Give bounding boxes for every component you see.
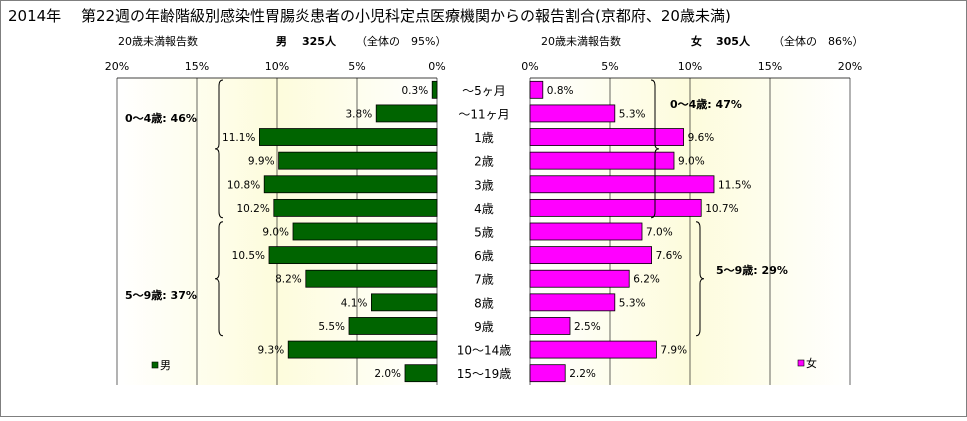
- male-tick-label: 10%: [265, 60, 289, 73]
- male-bar: [292, 222, 438, 241]
- female-value-label: 7.0%: [646, 227, 673, 239]
- male-tick-label: 0%: [428, 60, 445, 73]
- female-value-label: 5.3%: [619, 297, 646, 309]
- female-value-label: 0.8%: [547, 85, 574, 97]
- female-age-group-label: 0～4歳: 47%: [670, 97, 742, 111]
- female-bar: [529, 104, 616, 123]
- male-header-count: 325人: [302, 34, 337, 48]
- male-age-group-brace: [214, 221, 224, 337]
- male-value-label: 5.5%: [318, 321, 345, 333]
- male-legend-swatch: [151, 361, 159, 369]
- male-legend-label: 男: [160, 359, 171, 372]
- female-bar: [529, 80, 544, 99]
- female-bar: [529, 246, 652, 265]
- female-age-group-label: 5～9歳: 29%: [716, 263, 788, 277]
- male-tick-label: 20%: [105, 60, 129, 73]
- male-value-label: 8.2%: [275, 274, 302, 286]
- female-header-sex: 女: [691, 34, 702, 48]
- female-header-count-label: 20歳未満報告数: [541, 35, 621, 48]
- female-bar: [529, 269, 630, 288]
- male-bar: [287, 340, 438, 359]
- female-tick-label: 5%: [601, 60, 618, 73]
- age-category-label: 10～14歳: [457, 344, 512, 358]
- chart-title: 2014年 第22週の年齢階級別感染性胃腸炎患者の小児科定点医療機関からの報告割…: [8, 7, 731, 25]
- male-value-label: 11.1%: [222, 132, 255, 144]
- age-category-label: 3歳: [474, 178, 494, 192]
- female-tick-label: 15%: [758, 60, 782, 73]
- male-age-group-brace: [214, 79, 224, 219]
- female-tick-label: 10%: [678, 60, 702, 73]
- male-bar: [348, 317, 438, 335]
- male-bar: [258, 128, 438, 146]
- male-value-label: 10.8%: [227, 179, 260, 191]
- age-category-label: 5歳: [474, 226, 494, 240]
- male-header-sex: 男: [276, 35, 287, 48]
- female-bar: [529, 340, 657, 359]
- male-tick-label: 15%: [185, 60, 209, 73]
- female-value-label: 11.5%: [718, 179, 751, 191]
- age-category-label: 2歳: [474, 155, 494, 169]
- male-value-label: 9.0%: [262, 227, 289, 239]
- female-value-label: 7.9%: [660, 345, 687, 357]
- male-value-label: 10.2%: [236, 203, 269, 215]
- female-age-group-brace: [650, 79, 660, 219]
- male-bar: [431, 80, 438, 99]
- male-bar: [375, 104, 438, 123]
- age-category-label: ～11ヶ月: [458, 107, 509, 121]
- age-category-label: 8歳: [474, 296, 494, 310]
- male-age-group-label: 5～9歳: 37%: [125, 288, 197, 302]
- female-value-label: 9.0%: [678, 156, 705, 168]
- male-age-group-label: 0～4歳: 46%: [125, 111, 197, 125]
- male-bar: [273, 198, 438, 217]
- male-header-count-label: 20歳未満報告数: [118, 35, 198, 48]
- female-bar: [529, 317, 571, 335]
- female-value-label: 2.5%: [574, 321, 601, 333]
- female-header-count: 305人: [716, 34, 751, 48]
- female-value-label: 7.6%: [656, 250, 683, 262]
- male-bar: [278, 151, 438, 170]
- male-bar: [263, 175, 438, 194]
- female-value-label: 9.6%: [688, 132, 715, 144]
- male-bar: [305, 269, 438, 288]
- female-bar: [529, 222, 643, 241]
- age-category-label: 4歳: [474, 202, 494, 216]
- male-bar: [268, 246, 438, 265]
- age-category-label: 7歳: [474, 273, 494, 287]
- female-bar: [529, 175, 715, 194]
- female-legend-label: 女: [806, 356, 817, 370]
- age-category-label: 15～19歳: [457, 367, 512, 381]
- male-value-label: 9.3%: [258, 345, 285, 357]
- male-tick-label: 5%: [348, 60, 365, 73]
- female-value-label: 10.7%: [705, 203, 738, 215]
- male-bar: [370, 293, 438, 312]
- age-category-label: 6歳: [474, 249, 494, 263]
- male-value-label: 10.5%: [232, 250, 265, 262]
- female-bar: [529, 128, 685, 146]
- age-category-label: ～5ヶ月: [462, 84, 506, 98]
- female-bar: [529, 364, 566, 383]
- female-age-group-brace: [695, 221, 705, 337]
- female-value-label: 5.3%: [619, 108, 646, 120]
- male-value-label: 9.9%: [248, 156, 275, 168]
- male-value-label: 3.8%: [346, 108, 373, 120]
- male-bar: [404, 364, 438, 383]
- female-bar: [529, 293, 616, 312]
- age-category-label: 9歳: [474, 320, 494, 334]
- female-header-share: （全体の 86%）: [773, 34, 863, 48]
- male-value-label: 2.0%: [374, 368, 401, 380]
- female-legend-swatch: [797, 359, 805, 367]
- female-value-label: 6.2%: [633, 274, 660, 286]
- female-tick-label: 20%: [838, 60, 862, 73]
- female-bar: [529, 151, 675, 170]
- male-header-share: （全体の 95%）: [356, 34, 446, 48]
- female-value-label: 2.2%: [569, 368, 596, 380]
- age-category-label: 1歳: [474, 131, 494, 145]
- female-tick-label: 0%: [521, 60, 538, 73]
- male-value-label: 0.3%: [402, 85, 429, 97]
- male-value-label: 4.1%: [341, 297, 368, 309]
- female-bar: [529, 198, 702, 217]
